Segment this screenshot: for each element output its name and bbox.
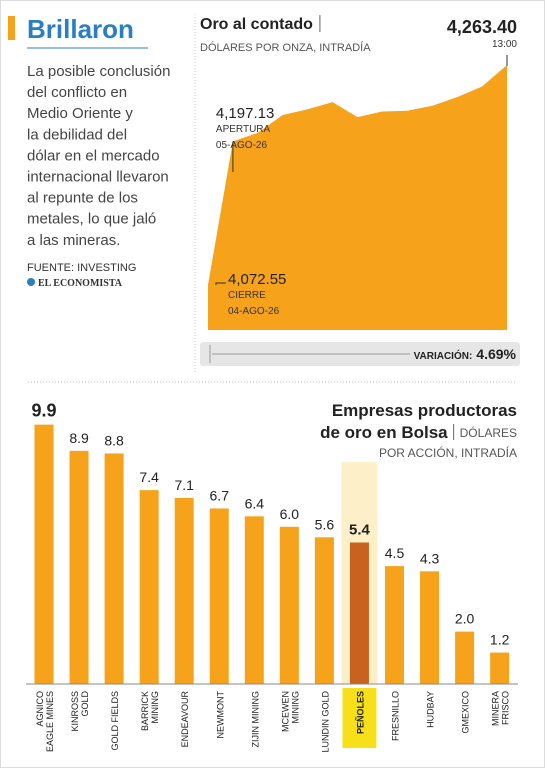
value-label: 8.9	[69, 430, 89, 446]
chart-title: de oro en Bolsa	[320, 423, 448, 442]
value-label: 4.5	[385, 545, 405, 561]
body-line: la debilidad del	[27, 126, 127, 143]
bar	[104, 453, 124, 684]
annotation-text: APERTURA	[216, 124, 271, 135]
category-label: MINERA	[491, 691, 501, 726]
chart-subtitle: DÓLARES	[460, 425, 517, 440]
annotation-text: 05-AGO-26	[216, 140, 268, 151]
value-label: 6.7	[210, 487, 230, 503]
value-label: 4.3	[420, 550, 440, 566]
bar	[139, 490, 159, 684]
category-label: GMEXICO	[461, 691, 471, 734]
chart-subtitle: POR ACCIÓN, INTRADÍA	[379, 445, 517, 460]
variation-label: VARIACIÓN:	[414, 349, 473, 362]
annotation-text: 13:00	[492, 39, 517, 50]
highlight-label-box	[342, 688, 377, 748]
bar	[244, 516, 264, 684]
bar	[349, 542, 369, 684]
title: Brillaron	[27, 14, 134, 44]
bar	[490, 652, 510, 684]
category-label: MINING	[150, 691, 160, 724]
body-line: del conflicto en	[27, 84, 127, 101]
value-label: 5.6	[315, 516, 335, 532]
value-label: 7.4	[139, 469, 159, 485]
annotation-leader	[215, 282, 226, 285]
chart-title: Empresas productoras	[332, 401, 517, 420]
source: FUENTE: INVESTING	[27, 262, 136, 274]
body-line: Medio Oriente y	[27, 105, 133, 122]
price-area	[208, 65, 507, 330]
bar	[174, 497, 194, 684]
value-label: 2.0	[455, 611, 475, 627]
category-label: FRISCO	[501, 691, 511, 725]
annotation-text: 04-AGO-26	[228, 306, 280, 317]
value-label: 9.9	[31, 401, 56, 421]
bar	[420, 571, 440, 684]
variation-value: 4.69%	[476, 346, 516, 362]
annotation-value: 4,072.55	[228, 271, 286, 288]
value-label: 6.0	[280, 506, 300, 522]
category-label: ZIJIN MINING	[250, 691, 260, 748]
bar	[455, 631, 475, 684]
body-line: La posible conclusión	[27, 63, 170, 80]
category-label: PEÑOLES	[355, 691, 365, 734]
logo-icon	[27, 278, 35, 286]
logo: EL ECONOMISTA	[38, 278, 123, 289]
category-label: HUDBAY	[426, 691, 436, 728]
bar	[314, 537, 334, 684]
body-line: internacional llevaron	[27, 169, 169, 186]
category-label: FRESNILLO	[391, 691, 401, 741]
bar	[209, 508, 229, 684]
body-line: a las mineras.	[27, 232, 120, 249]
category-label: LUNDIN GOLD	[320, 691, 330, 753]
body-line: dólar en el mercado	[27, 147, 160, 164]
category-label: NEWMONT	[215, 691, 225, 739]
value-label: 8.8	[104, 432, 124, 448]
category-label: EAGLE MINES	[45, 691, 55, 752]
body-line: al repunte de los	[27, 190, 138, 207]
body-line: metales, lo que jaló	[27, 211, 156, 228]
accent	[8, 16, 15, 40]
annotation-text: CIERRE	[228, 290, 266, 301]
bar	[385, 566, 404, 684]
value-label: 1.2	[490, 632, 510, 648]
annotation-value: 4,197.13	[216, 105, 274, 122]
bar	[34, 424, 54, 684]
category-label: AGNICO	[35, 691, 45, 727]
value-label: 7.1	[174, 477, 194, 493]
annotation-value: 4,263.40	[447, 17, 517, 37]
category-label: KINROSS	[70, 691, 80, 732]
category-label: BARRICK	[140, 691, 150, 731]
value-label: 6.4	[245, 495, 265, 511]
bar	[69, 450, 89, 684]
category-label: ENDEAVOUR	[180, 691, 190, 748]
chart-subtitle: DÓLARES POR ONZA, INTRADÍA	[200, 41, 371, 54]
category-label: GOLD	[80, 691, 90, 717]
bar	[279, 526, 299, 684]
category-label: MCEWEN	[280, 691, 290, 732]
category-label: MINING	[290, 691, 300, 724]
category-label: GOLD FIELDS	[110, 691, 120, 751]
chart-title: Oro al contado	[200, 16, 313, 33]
value-label: 5.4	[349, 522, 371, 539]
